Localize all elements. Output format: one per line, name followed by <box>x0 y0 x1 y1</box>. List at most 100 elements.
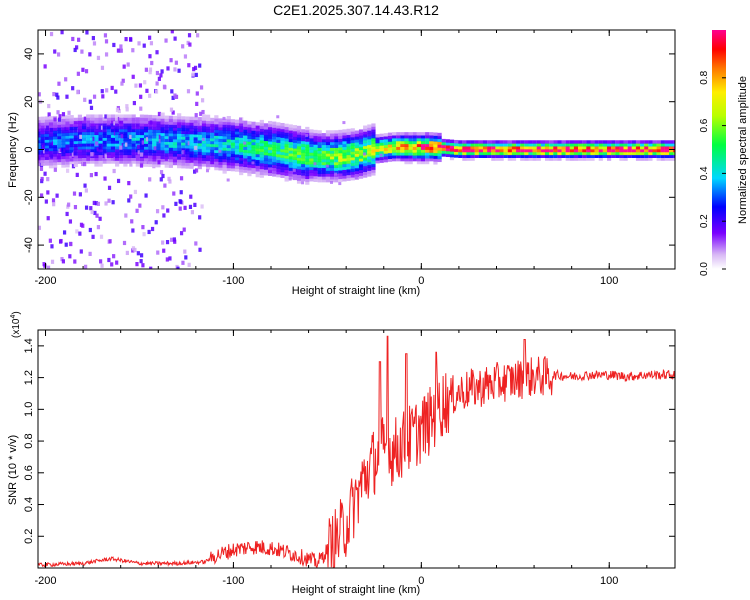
heat-cell <box>86 114 91 118</box>
heat-cell <box>160 152 165 157</box>
heat-cell <box>59 147 63 153</box>
heat-cell <box>127 157 132 161</box>
heat-cell <box>673 148 675 153</box>
heat-cell <box>57 127 62 131</box>
heat-cell <box>139 117 145 121</box>
heat-cell <box>119 137 124 141</box>
heat-cell <box>38 162 41 167</box>
heat-cell <box>288 161 293 166</box>
heat-cell <box>115 123 120 127</box>
heat-cell <box>462 148 467 153</box>
heat-cell <box>210 155 215 159</box>
heat-cell <box>511 151 517 156</box>
heat-cell <box>569 140 574 144</box>
heat-cell <box>201 117 207 121</box>
heat-cell <box>342 160 347 165</box>
heat-cell <box>53 136 58 140</box>
heat-cell <box>230 142 235 146</box>
heat-cell <box>193 122 198 126</box>
heat-cell <box>73 140 78 145</box>
heat-cell <box>226 153 231 157</box>
heat-cell <box>210 157 215 162</box>
heat-cell <box>102 145 107 150</box>
heat-cell <box>81 157 87 161</box>
heat-cell <box>458 151 463 156</box>
heat-cell <box>354 156 360 160</box>
heat-cell <box>466 157 471 161</box>
heat-cell <box>499 148 504 153</box>
heat-cell <box>189 153 194 158</box>
heat-cell <box>183 205 187 210</box>
heat-cell <box>77 131 83 136</box>
heat-cell <box>371 160 376 165</box>
heat-cell <box>317 147 322 151</box>
heat-cell <box>408 157 413 162</box>
heat-cell <box>102 128 107 133</box>
heat-cell <box>43 64 47 69</box>
heat-cell <box>44 136 49 140</box>
heat-cell <box>619 157 624 161</box>
heat-cell <box>549 148 554 153</box>
heat-cell <box>586 157 591 161</box>
heat-cell <box>549 145 554 150</box>
heat-cell <box>598 143 603 147</box>
heat-cell <box>94 163 99 167</box>
heat-cell <box>619 148 624 153</box>
heat-cell <box>474 154 479 158</box>
heat-cell <box>170 30 174 34</box>
heat-cell <box>53 147 58 151</box>
heat-cell <box>119 48 123 53</box>
heat-cell <box>127 125 132 130</box>
heat-cell <box>470 151 475 156</box>
heat-cell <box>49 31 54 37</box>
heat-cell <box>495 140 500 144</box>
heat-cell <box>230 162 235 166</box>
heat-cell <box>375 154 380 158</box>
heat-cell <box>284 143 289 148</box>
colorbar-tick-label: 0.6 <box>699 118 710 132</box>
heat-cell <box>363 134 368 138</box>
heat-cell <box>81 120 87 124</box>
heat-cell <box>466 148 471 153</box>
heat-cell <box>131 148 136 153</box>
heat-cell <box>292 168 296 172</box>
heat-cell <box>371 137 376 142</box>
heat-cell <box>239 154 244 158</box>
heat-cell <box>191 72 195 77</box>
heat-cell <box>43 171 47 176</box>
heat-cell <box>425 146 430 150</box>
heat-cell <box>491 143 496 147</box>
heat-cell <box>416 152 422 156</box>
heat-cell <box>81 140 87 144</box>
heat-cell <box>292 170 298 175</box>
heat-cell <box>272 164 277 168</box>
heat-cell <box>104 114 108 119</box>
heat-cell <box>454 145 459 150</box>
heat-cell <box>181 119 186 123</box>
heat-cell <box>582 148 587 153</box>
heat-cell <box>222 127 227 131</box>
heat-cell <box>95 213 99 218</box>
heat-cell <box>153 146 157 151</box>
heat-cell <box>615 148 620 153</box>
heat-cell <box>168 256 172 261</box>
heat-cell <box>194 113 198 118</box>
x-tick-label: -100 <box>222 575 244 587</box>
heat-cell <box>255 168 260 172</box>
heat-cell <box>148 160 153 165</box>
heat-cell <box>557 143 562 147</box>
heat-cell <box>48 150 54 154</box>
heat-cell <box>420 149 426 153</box>
heat-cell <box>38 128 41 132</box>
heat-cell <box>65 149 70 154</box>
heat-cell <box>73 163 78 168</box>
heat-cell <box>156 132 161 136</box>
y-tick-label: 0.8 <box>23 433 35 448</box>
heat-cell <box>226 130 231 134</box>
heat-cell <box>201 143 207 147</box>
heat-cell <box>578 157 583 161</box>
heat-cell <box>425 134 430 139</box>
heat-cell <box>420 155 426 159</box>
heat-cell <box>334 161 339 166</box>
heat-cell <box>123 114 128 118</box>
